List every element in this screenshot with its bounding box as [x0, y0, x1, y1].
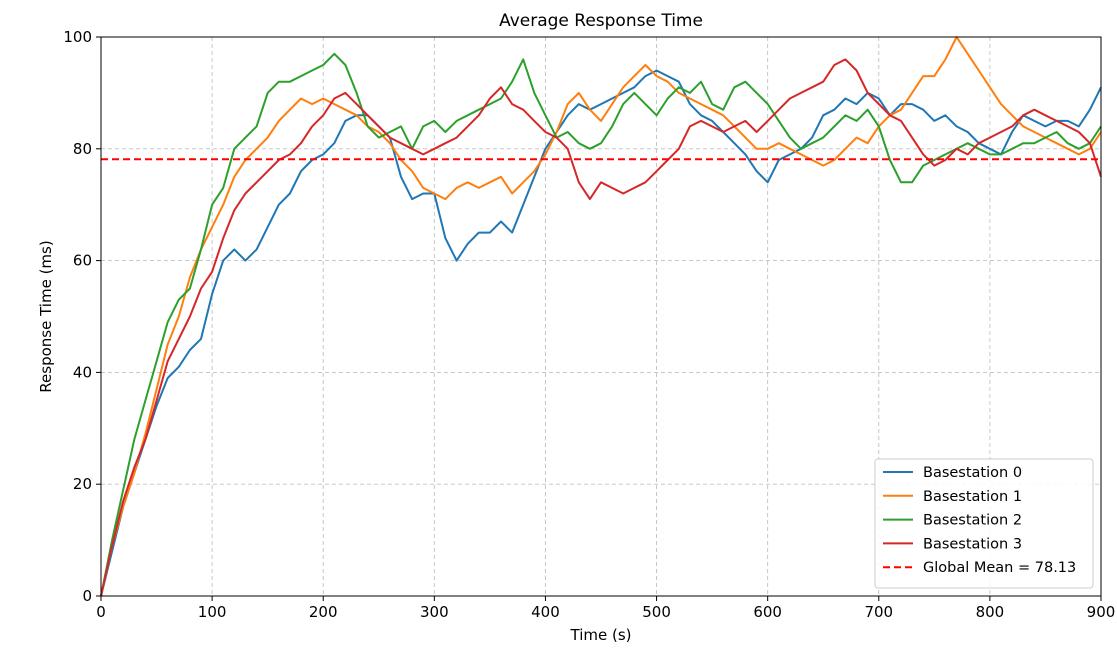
- series-lines: [100, 36, 1102, 597]
- y-tick-label: 80: [73, 140, 92, 158]
- y-axis-label: Response Time (ms): [37, 240, 55, 392]
- x-tick-label: 200: [309, 603, 338, 621]
- x-tick-label: 800: [976, 603, 1005, 621]
- series-line-2: [100, 52, 1102, 597]
- x-tick-label: 700: [864, 603, 893, 621]
- x-axis-label: Time (s): [570, 626, 632, 644]
- x-tick-label: 600: [753, 603, 782, 621]
- legend-label: Basestation 0: [923, 465, 1022, 481]
- series-line-3: [100, 58, 1102, 597]
- legend-box: [874, 458, 1094, 589]
- y-tick-label: 60: [73, 252, 92, 270]
- legend-label: Basestation 2: [923, 513, 1022, 529]
- y-tick-label: 40: [73, 363, 92, 381]
- plot-frame: [100, 36, 1102, 597]
- y-tick-label: 100: [63, 28, 92, 46]
- series-line-0: [100, 69, 1102, 597]
- legend-label: Basestation 3: [923, 536, 1022, 552]
- legend-label: Global Mean = 78.13: [923, 560, 1076, 576]
- axis-ticks: 0 100 200 300 400 500 600 700 800 900 0 20 40 60 80 100: [63, 28, 1115, 621]
- y-tick-label: 20: [73, 475, 92, 493]
- x-tick-label: 0: [96, 603, 106, 621]
- series-line-1: [100, 36, 1102, 597]
- x-tick-label: 500: [642, 603, 671, 621]
- x-tick-label: 100: [198, 603, 227, 621]
- x-tick-label: 400: [531, 603, 560, 621]
- legend: Basestation 0 Basestation 1 Basestation 2 B…: [874, 458, 1094, 589]
- x-tick-label: 300: [420, 603, 449, 621]
- x-tick-label: 900: [1087, 603, 1116, 621]
- y-tick-label: 0: [82, 587, 92, 605]
- legend-label: Basestation 1: [923, 489, 1022, 505]
- chart-title: Average Response Time: [499, 11, 703, 31]
